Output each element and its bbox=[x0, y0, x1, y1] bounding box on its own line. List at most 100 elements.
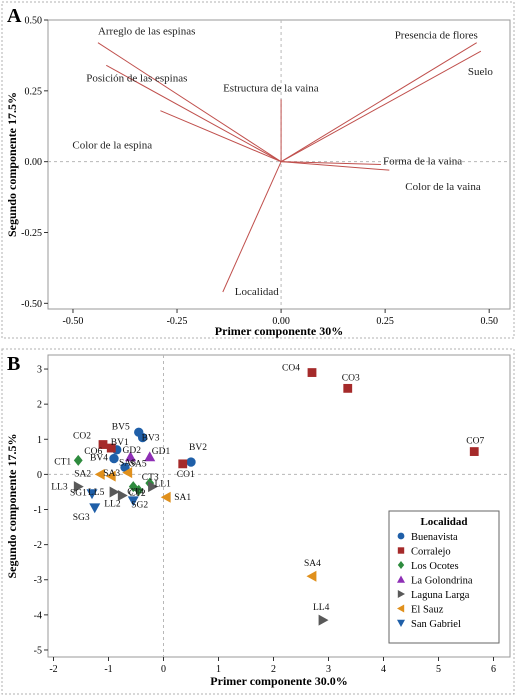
point-bv2 bbox=[186, 457, 196, 467]
x-tick-label: 0.25 bbox=[376, 316, 394, 327]
vector-label-arreglo-de-las-espinas: Arreglo de las espinas bbox=[98, 26, 195, 38]
point-label-ct1: CT1 bbox=[54, 457, 71, 467]
loading-vector-color-de-la-vaina bbox=[281, 161, 390, 171]
legend-entry-la-golondrina: La Golondrina bbox=[411, 576, 473, 587]
legend-marker-buenavista bbox=[397, 532, 405, 540]
point-label-ll2: LL2 bbox=[104, 499, 121, 509]
legend-entry-laguna-larga: Laguna Larga bbox=[411, 590, 470, 601]
point-co7 bbox=[469, 447, 479, 456]
y-tick-label: -5 bbox=[34, 645, 42, 656]
point-sa1 bbox=[160, 491, 171, 503]
point-label-ct3: CT3 bbox=[142, 473, 159, 483]
point-label-sa6: SA6 bbox=[119, 458, 136, 468]
loading-vector-presencia-de-flores bbox=[280, 42, 477, 163]
point-label-sa3: SA3 bbox=[103, 469, 120, 479]
point-label-ct4: CT4 bbox=[127, 488, 144, 498]
y-tick-label: 0 bbox=[37, 470, 42, 481]
point-label-ll4: LL4 bbox=[313, 603, 330, 613]
point-ll5 bbox=[109, 486, 120, 498]
point-ll3 bbox=[73, 481, 84, 493]
point-sg1 bbox=[86, 489, 98, 500]
vector-label-suelo: Suelo bbox=[468, 66, 494, 78]
x-tick-label: 5 bbox=[436, 664, 441, 675]
loading-vector-forma-de-la-vaina bbox=[281, 161, 381, 165]
y-tick-label: 0.00 bbox=[25, 157, 43, 168]
vector-label-estructura-de-la-vaina: Estructura de la vaina bbox=[223, 82, 319, 94]
x-tick-label: -2 bbox=[49, 664, 57, 675]
x-tick-label: -1 bbox=[104, 664, 112, 675]
panel-a-frame bbox=[1, 1, 515, 339]
point-gd2 bbox=[125, 451, 136, 462]
x-tick-label: 4 bbox=[381, 664, 386, 675]
point-co2 bbox=[98, 440, 108, 449]
legend-marker-corralejo bbox=[397, 547, 405, 554]
x-tick-label: 0.50 bbox=[480, 316, 498, 327]
point-label-co1: CO1 bbox=[177, 470, 195, 480]
y-tick-label: -0.50 bbox=[21, 299, 42, 310]
point-sg3 bbox=[89, 503, 101, 514]
x-tick-label: 1 bbox=[216, 664, 221, 675]
y-tick-label: 1 bbox=[37, 435, 42, 446]
loading-vector-localidad bbox=[222, 161, 282, 293]
legend-entry-buenavista: Buenavista bbox=[411, 532, 458, 543]
point-sa2 bbox=[94, 468, 105, 480]
panel-a-label: A bbox=[7, 5, 22, 27]
y-tick-label: 2 bbox=[37, 400, 42, 411]
panel-a-plot: -0.50 -0.25 0.00 0.25 0.50 -0.50 -0.25 0.00 0.25… bbox=[5, 16, 511, 338]
legend: Localidad Buenavista Corralejo Los Ocotes La… bbox=[388, 510, 500, 644]
point-label-ll5: LL5 bbox=[88, 488, 105, 498]
y-tick-label: -3 bbox=[34, 575, 42, 586]
point-ll1 bbox=[148, 481, 158, 493]
y-axis-label: Segundo componente 17.5% bbox=[5, 92, 19, 237]
point-label-bv4: BV4 bbox=[90, 454, 108, 464]
point-ct1 bbox=[73, 454, 83, 466]
point-label-sa5: SA5 bbox=[130, 460, 147, 470]
y-tick-label: 3 bbox=[37, 365, 42, 376]
point-label-sa4: SA4 bbox=[304, 559, 321, 569]
vector-label-forma-de-la-vaina: Forma de la vaina bbox=[383, 156, 462, 168]
point-label-bv1: BV1 bbox=[111, 438, 129, 448]
x-tick-label: 0 bbox=[161, 664, 166, 675]
x-tick-label: 0.00 bbox=[272, 316, 290, 327]
x-tick-label: -0.25 bbox=[167, 316, 188, 327]
legend-marker-laguna-larga bbox=[397, 590, 405, 598]
point-ll4 bbox=[318, 614, 329, 626]
legend-entry-el-sauz: El Sauz bbox=[411, 605, 444, 616]
point-label-co7: CO7 bbox=[466, 437, 484, 447]
point-ct2 bbox=[134, 484, 144, 496]
point-sa6 bbox=[120, 462, 130, 473]
loading-vector-suelo bbox=[280, 50, 482, 163]
point-co3 bbox=[343, 383, 353, 393]
y-tick-label: -1 bbox=[34, 505, 42, 516]
vector-label-localidad: Localidad bbox=[235, 286, 279, 298]
point-sg2 bbox=[127, 496, 139, 507]
panel-b-label: B bbox=[7, 353, 20, 375]
vector-label-presencia-de-flores: Presencia de flores bbox=[395, 30, 478, 42]
point-label-co2: CO2 bbox=[73, 432, 91, 442]
point-label-gd2: GD2 bbox=[123, 446, 142, 456]
point-label-gd1: GD1 bbox=[152, 447, 171, 457]
legend-entry-corralejo: Corralejo bbox=[411, 547, 451, 558]
loading-vector-arreglo-de-las-espinas bbox=[97, 42, 282, 163]
legend-title: Localidad bbox=[420, 516, 467, 528]
point-label-ll3: LL3 bbox=[51, 483, 68, 493]
x-tick-label: -0.50 bbox=[63, 316, 84, 327]
point-label-co4: CO4 bbox=[282, 364, 300, 374]
point-sa4 bbox=[306, 570, 317, 582]
point-label-sa2: SA2 bbox=[74, 469, 91, 479]
x-tick-label: 3 bbox=[326, 664, 331, 675]
point-label-ll1: LL1 bbox=[155, 480, 172, 490]
x-tick-label: 2 bbox=[271, 664, 276, 675]
point-sa3 bbox=[105, 470, 116, 482]
point-label-sg2: SG2 bbox=[131, 501, 148, 511]
point-bv4 bbox=[109, 453, 119, 464]
y-axis-label: Segundo componente 17.5% bbox=[5, 433, 19, 578]
vector-label-color-de-la-espina: Color de la espina bbox=[72, 140, 152, 152]
point-co4 bbox=[307, 368, 317, 377]
x-axis-label: Primer componente 30% bbox=[215, 324, 343, 338]
point-sa5 bbox=[122, 467, 133, 479]
panel-a: A -0.50 -0.25 0.00 0.25 0.50 -0.50 -0.25 0.00 0.… bbox=[1, 1, 515, 339]
